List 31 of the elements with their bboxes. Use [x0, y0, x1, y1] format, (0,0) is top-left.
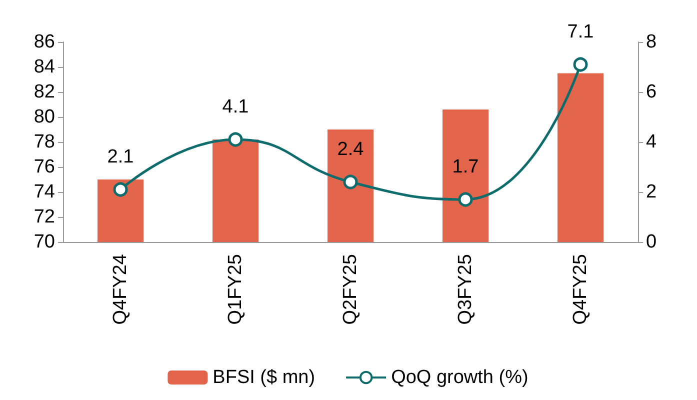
- point: [113, 182, 128, 197]
- y-tick-label: 84: [34, 56, 56, 78]
- x-tick-label: Q3FY25: [455, 254, 476, 325]
- x-tick-label: Q2FY25: [340, 254, 361, 325]
- data-label: 4.1: [222, 96, 249, 118]
- x-tick-label: Q4FY24: [110, 254, 131, 325]
- y-tick-label: 78: [34, 132, 55, 152]
- data-label: 2.4: [337, 138, 364, 160]
- y-tick-label: 70: [34, 232, 55, 252]
- legend-label: BFSI ($ mn): [212, 367, 316, 388]
- x-tick-label: Q1FY25: [225, 254, 246, 325]
- y-tick-label: 76: [34, 156, 55, 178]
- point: [228, 132, 243, 147]
- point: [343, 174, 358, 190]
- data-label: 2.1: [107, 146, 134, 168]
- y-tick-label: 74: [34, 182, 56, 202]
- y2-tick-label: 8: [646, 32, 657, 52]
- data-label: 1.7: [452, 156, 479, 178]
- y-tick-label: 82: [34, 82, 55, 102]
- point: [458, 192, 473, 207]
- y2-tick-label: 4: [646, 132, 657, 152]
- legend-label: QoQ growth (%): [391, 367, 528, 388]
- y-tick-label: 80: [34, 106, 55, 128]
- y2-tick-label: 2: [646, 182, 657, 202]
- data-label: 7.1: [567, 21, 594, 42]
- x-tick-label: Q4FY25: [570, 254, 591, 325]
- y2-tick-label: 6: [646, 82, 657, 102]
- y2-tick-label: 0: [646, 232, 657, 252]
- y-tick-label: 86: [34, 32, 55, 52]
- y-tick-label: 72: [34, 206, 55, 228]
- point: [573, 57, 588, 72]
